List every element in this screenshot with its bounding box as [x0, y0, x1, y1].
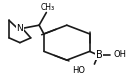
- Text: OH: OH: [114, 50, 127, 59]
- Text: CH₃: CH₃: [40, 3, 55, 12]
- Text: HO: HO: [72, 66, 85, 75]
- Text: N: N: [17, 24, 23, 33]
- Text: B: B: [96, 50, 103, 60]
